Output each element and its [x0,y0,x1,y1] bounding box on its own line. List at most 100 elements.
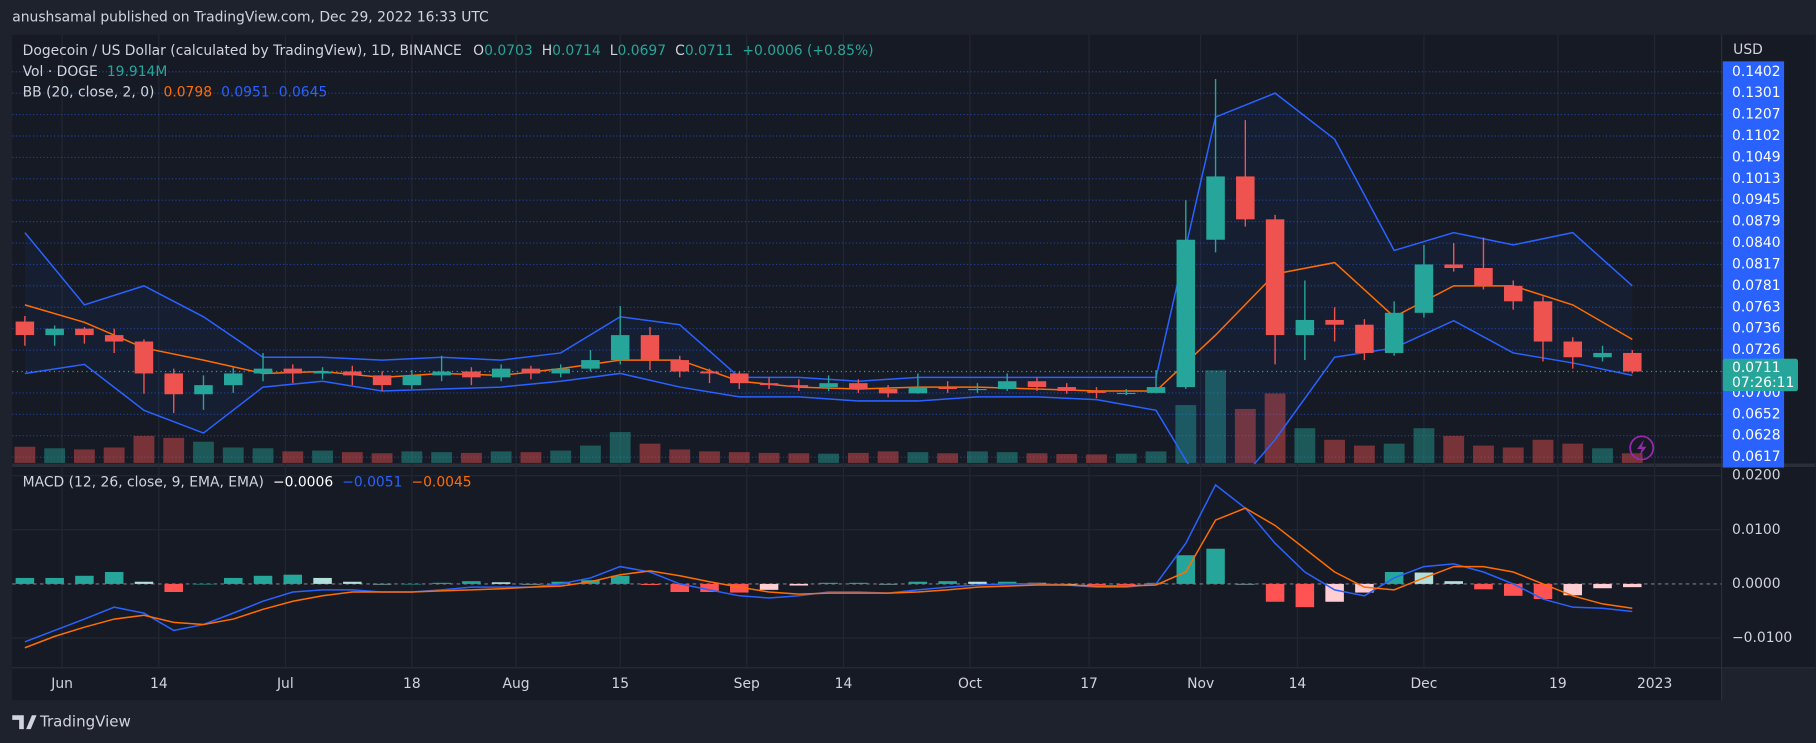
candle-body [1176,239,1196,388]
published-line: anushsamal published on TradingView.com,… [12,9,489,25]
y-tick-label: 0.0617 [1732,449,1781,465]
macd-histogram-bar [104,571,124,584]
volume-bar [1175,405,1197,463]
x-tick-label: Jun [50,676,73,692]
macd-histogram-bar [462,581,481,584]
macd-histogram-bar [670,583,690,593]
volume-bar [1383,443,1405,463]
volume-bar [1502,447,1524,463]
volume-bar [1353,445,1375,463]
candle-body [15,321,35,336]
candle-body [1593,352,1612,358]
macd-histogram-bar [343,581,362,584]
volume-legend: Vol · DOGE 19.914M [23,64,168,80]
volume-bar [490,451,512,463]
countdown: 07:26:11 [1732,375,1794,391]
ohlc-label: L [610,43,618,59]
volume-bar [967,451,988,463]
volume-bar [1443,435,1465,463]
candle-body [1444,264,1463,269]
volume-bar [341,452,363,463]
ohlc-label: C [675,43,685,59]
volume-bar [639,443,661,463]
macd-histogram-bar [1325,583,1344,602]
brand[interactable]: TradingView [12,713,131,731]
x-tick-label: Jul [276,676,294,692]
y-tick-label: 0.0652 [1732,406,1781,422]
macd-histogram-bar [45,577,64,584]
macd-histogram-bar [878,583,898,585]
volume-bar [14,446,36,463]
y-tick-label: 0.0000 [1732,576,1781,592]
volume-bar [1324,439,1346,463]
axes: Jun 14 Jul 18 Aug 15 Sep 14 Oct 17 Nov 14 Dec 19 2023 0… [12,61,1798,692]
volume-bar [133,435,155,463]
candle-body [1027,381,1047,388]
candle-body [194,385,213,395]
candle-body [164,373,183,395]
y-tick-label: 0.0840 [1732,235,1781,251]
macd-histogram-bar [1474,583,1493,590]
volume-bar [74,449,95,463]
last-price-box [1722,358,1798,392]
volume-bar [1026,453,1048,463]
volume-bar [1205,370,1226,463]
currency: USD [1733,42,1763,58]
time-axis-area [12,667,1722,701]
macd-histogram-bar [1563,583,1583,596]
candle-body [432,371,451,376]
macd-histogram-bar [134,581,154,584]
volume-bar [282,451,304,463]
macd-histogram-bar [15,577,35,584]
alert-icon[interactable] [1629,435,1655,461]
price-range-highlight [1722,61,1785,468]
x-tick-label: 15 [611,676,629,692]
candle-body [1503,285,1523,302]
candle-body [997,381,1017,390]
y-tick-label: 0.0726 [1732,342,1781,358]
bb-legend: BB (20, close, 2, 0) 0.0798 0.0951 0.064… [23,85,328,101]
candle-body [551,368,570,374]
volume-bar [222,447,244,463]
x-tick-label: 17 [1080,676,1098,692]
y-tick-label: 0.1402 [1732,64,1781,80]
ohlc-value: 0.0711 [685,43,734,59]
macd-legend: MACD (12, 26, close, 9, EMA, EMA) −0.000… [23,475,472,491]
candle-body [730,373,749,384]
volume-bar [1056,454,1078,463]
macd-histogram-bar [75,575,94,584]
x-tick-label: 18 [403,676,421,692]
macd-histogram-bar [253,575,273,584]
brand-name: TradingView [39,713,131,731]
volume-bar [1086,454,1107,463]
macd-histogram-bar [700,583,719,593]
bb-value: 0.0798 [163,85,212,101]
macd-histogram-bar [1087,583,1106,585]
ohlc-value: 0.0714 [552,43,601,59]
volume-bar [609,432,631,463]
candle-body [1087,390,1106,393]
y-tick-label: 0.0945 [1732,192,1781,208]
volume-bar [1532,439,1554,463]
x-tick-label: 2023 [1637,676,1672,692]
macd-histogram-bar [789,583,809,586]
candle-body [581,360,600,369]
volume-bar [1621,453,1643,463]
macd-histogram-bar [1533,583,1553,600]
volume-bar [252,448,274,463]
macd-value: −0.0045 [411,475,471,491]
volume-bar [996,452,1018,463]
volume-bar [1234,408,1256,463]
candle-body [491,368,511,378]
candle-body [1117,392,1136,395]
y-tick-label: 0.0736 [1732,321,1781,337]
x-tick-label: 14 [835,676,853,692]
volume-bar [847,452,869,463]
macd-histogram-bar [759,583,779,590]
candle-body [104,335,124,342]
candle-body [670,360,690,372]
volume-bar [937,453,959,463]
candle-body [640,335,660,361]
volume-bar [669,449,691,463]
